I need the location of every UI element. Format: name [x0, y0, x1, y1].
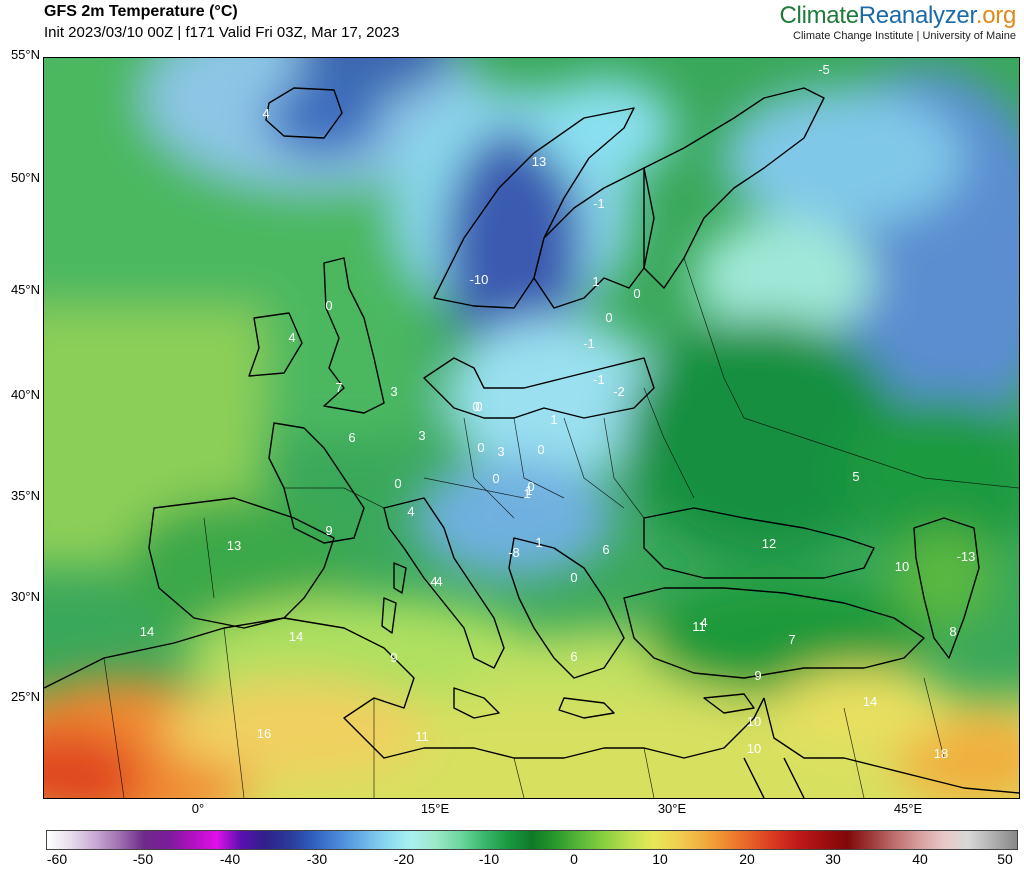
temperature-label: 0 — [605, 310, 612, 325]
lon-label-0: 0° — [191, 801, 205, 816]
temperature-label: 0 — [325, 298, 332, 313]
temperature-label: 10 — [747, 714, 761, 729]
temperature-label: 6 — [348, 430, 355, 445]
temperature-label: 10 — [747, 741, 761, 756]
temperature-label: 6 — [602, 542, 609, 557]
colorbar-label: 30 — [825, 851, 841, 867]
lat-label-45n: 45°N — [10, 282, 40, 297]
lat-label-30n: 30°N — [10, 589, 40, 604]
temperature-label: -2 — [613, 384, 625, 399]
temperature-label: 9 — [390, 650, 397, 665]
map-subtitle: Init 2023/03/10 00Z | f171 Valid Fri 03Z… — [44, 24, 400, 41]
temperature-label: -8 — [508, 545, 520, 560]
colorbar-label: -30 — [306, 851, 328, 867]
colorbar-label: 50 — [997, 851, 1013, 867]
colorbar-label: -40 — [219, 851, 241, 867]
temperature-label: 3 — [390, 384, 397, 399]
temperature-label: 12 — [762, 536, 776, 551]
temperature-label: 0 — [537, 442, 544, 457]
colorbar-label: 20 — [739, 851, 755, 867]
brand-subtitle: Climate Change Institute | University of… — [793, 30, 1016, 42]
colorbar-label: 40 — [912, 851, 928, 867]
temperature-label: 16 — [257, 726, 271, 741]
temperature-label: 0 — [570, 570, 577, 585]
temperature-label: 4 — [288, 330, 295, 345]
temperature-label: 3 — [418, 428, 425, 443]
colorbar-label: -10 — [478, 851, 500, 867]
temperature-label: -13 — [957, 549, 976, 564]
temperature-label: 14 — [140, 624, 154, 639]
colorbar — [46, 830, 1018, 850]
temperature-label: 18 — [934, 746, 948, 761]
temperature-label: 0 — [394, 476, 401, 491]
colorbar-label: -50 — [132, 851, 154, 867]
lat-label-40n: 40°N — [10, 387, 40, 402]
lat-label-55n: 55°N — [10, 47, 40, 62]
colorbar-label: -20 — [393, 851, 415, 867]
colorbar-label: 0 — [570, 851, 578, 867]
temperature-label: 4 — [430, 574, 437, 589]
brand-part-2: Reanalyzer — [858, 2, 976, 29]
temperature-label: -10 — [470, 272, 489, 287]
lat-label-35n: 35°N — [10, 488, 40, 503]
temperature-label: 0 — [527, 479, 534, 494]
lon-label-15e: 15°E — [420, 801, 450, 816]
brand-logo[interactable]: ClimateReanalyzer.org — [780, 2, 1017, 30]
temperature-label: 13 — [532, 154, 546, 169]
temperature-label: 4 — [407, 504, 414, 519]
lat-label-50n: 50°N — [10, 170, 40, 185]
temperature-label: 14 — [289, 629, 303, 644]
temperature-label: 8 — [949, 624, 956, 639]
temperature-label: 14 — [863, 694, 877, 709]
colorbar-label: -60 — [46, 851, 68, 867]
temperature-map[interactable]: -5 4 13 -1 -10 0 1 0 0 -1 -1 -2 0 1 4 0 7 3 3 6 0 3 0 1 0 0 0 1 4 5 9 4… — [43, 57, 1020, 799]
temperature-label: 0 — [475, 399, 482, 414]
temperature-label: 6 — [570, 649, 577, 664]
temperature-label: 1 — [550, 412, 557, 427]
lon-label-45e: 45°E — [893, 801, 923, 816]
lat-label-25n: 25°N — [10, 689, 40, 704]
temperature-label: 5 — [852, 469, 859, 484]
lon-label-30e: 30°E — [657, 801, 687, 816]
temperature-label: 0 — [472, 399, 479, 414]
temperature-label: 9 — [754, 668, 761, 683]
temperature-label: -1 — [593, 372, 605, 387]
coastlines — [44, 87, 1019, 798]
brand-part-3: .org — [975, 2, 1016, 29]
brand-part-1: Climate — [779, 2, 860, 29]
temperature-label: 10 — [895, 559, 909, 574]
temperature-label: -1 — [583, 336, 595, 351]
temperature-label: 1 — [592, 274, 599, 289]
temperature-label: 4 — [435, 574, 442, 589]
temperature-label: 4 — [262, 106, 269, 121]
colorbar-label: 10 — [652, 851, 668, 867]
temperature-label: 11 — [415, 729, 429, 744]
temperature-label: 1 — [525, 483, 532, 498]
temperature-label: 0 — [633, 286, 640, 301]
temperature-label: 4 — [700, 615, 707, 630]
temperature-label: 13 — [227, 538, 241, 553]
temperature-label: 0 — [492, 471, 499, 486]
country-borders — [103, 257, 1019, 798]
temperature-label: 9 — [325, 523, 332, 538]
temperature-label: 3 — [497, 444, 504, 459]
temperature-label: -1 — [593, 196, 605, 211]
temperature-label: 7 — [335, 380, 342, 395]
temperature-label: 7 — [788, 632, 795, 647]
temperature-label: 1 — [535, 535, 542, 550]
map-title: GFS 2m Temperature (°C) — [44, 3, 238, 20]
temperature-label: -5 — [818, 62, 830, 77]
temperature-label: 11 — [692, 619, 706, 634]
temperature-label: 1 — [523, 486, 530, 501]
temperature-label: 0 — [477, 440, 484, 455]
